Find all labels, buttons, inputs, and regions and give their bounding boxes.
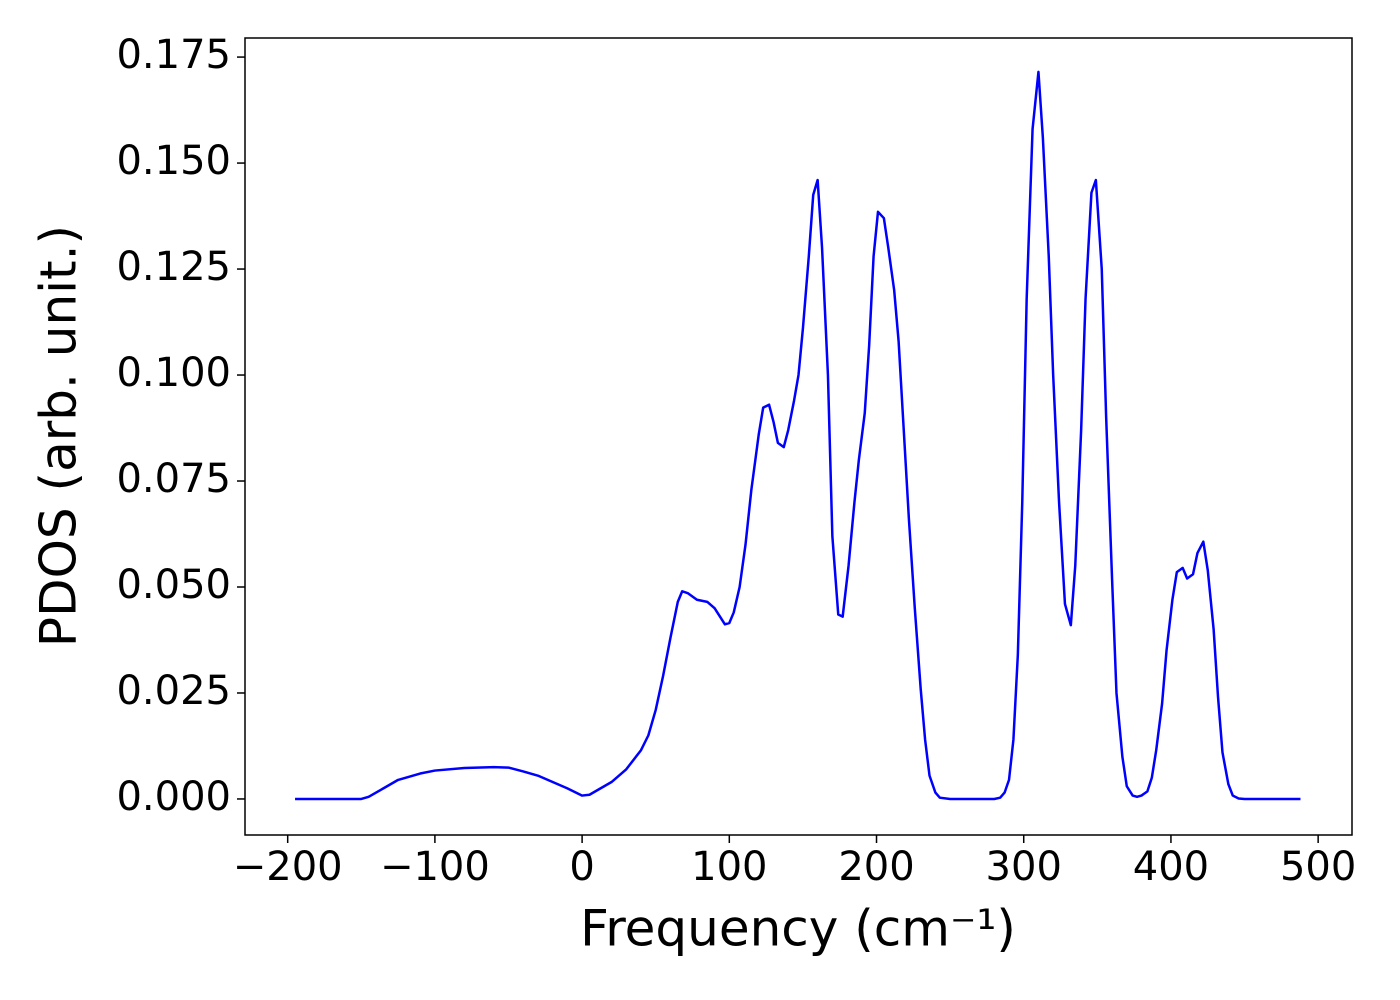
x-tick-label: −100: [380, 844, 490, 890]
x-tick-label: 400: [1133, 844, 1209, 890]
y-tick-label: 0.075: [116, 456, 231, 502]
y-tick-label: 0.050: [116, 562, 231, 608]
y-tick-label: 0.000: [116, 774, 231, 820]
y-tick-label: 0.025: [116, 668, 231, 714]
x-tick-label: −200: [233, 844, 343, 890]
y-tick-label: 0.125: [116, 244, 231, 290]
x-tick-label: 0: [569, 844, 594, 890]
y-tick-label: 0.150: [116, 138, 231, 184]
x-tick-label: 300: [986, 844, 1062, 890]
y-tick-label: 0.175: [116, 32, 231, 78]
data-line: [295, 70, 1301, 801]
x-tick-label: 100: [691, 844, 767, 890]
x-tick-label: 200: [838, 844, 914, 890]
y-axis-label: PDOS (arb. unit.): [30, 225, 88, 647]
y-tick-label: 0.100: [116, 350, 231, 396]
plot-frame: [244, 37, 1353, 836]
x-axis-label: Frequency (cm⁻¹): [580, 900, 1016, 958]
x-tick-label: 500: [1280, 844, 1356, 890]
